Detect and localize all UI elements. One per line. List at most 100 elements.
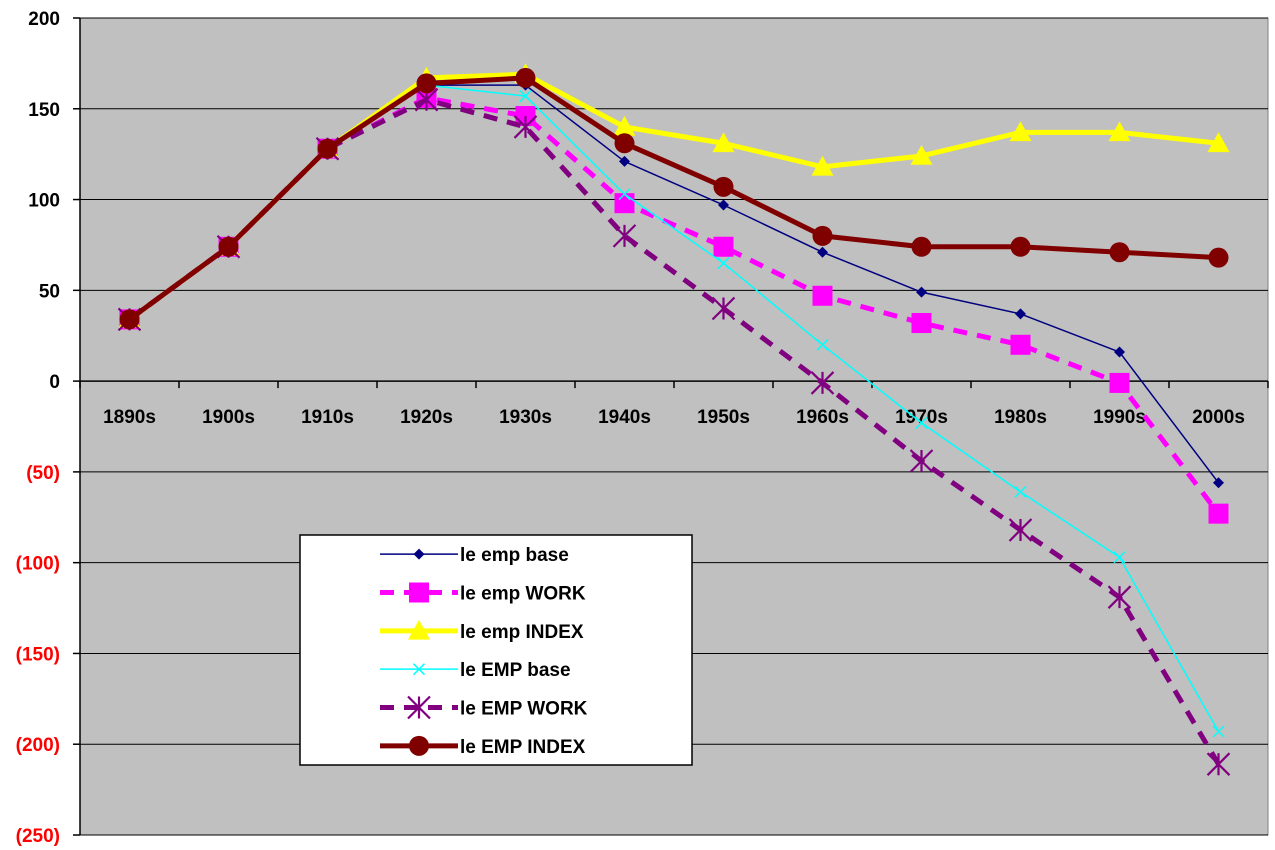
data-point (816, 338, 829, 351)
data-point (1208, 247, 1229, 268)
series-lines (117, 63, 1231, 776)
series-line (128, 95, 1221, 516)
y-tick-label: 100 (28, 191, 60, 212)
legend-entry: le EMP INDEX (380, 735, 586, 758)
legend-label: le EMP base (460, 660, 571, 681)
legend-entry: le EMP WORK (380, 695, 588, 720)
data-point (712, 132, 735, 153)
legend-label: le EMP INDEX (460, 737, 586, 758)
legend-marker (413, 548, 425, 560)
data-point (1107, 585, 1132, 609)
legend-label: le emp WORK (460, 584, 586, 605)
data-point (1010, 334, 1031, 355)
y-tick-label: 150 (28, 100, 60, 121)
data-point (619, 155, 630, 167)
data-point (911, 236, 932, 257)
data-point (812, 285, 833, 306)
data-point (614, 133, 635, 154)
data-point (713, 176, 734, 197)
data-point (1010, 236, 1031, 257)
y-tick-label: (150) (16, 644, 60, 665)
legend: le emp base le emp WORK le emp INDEX le EMP… (299, 534, 693, 766)
legend-label: le emp INDEX (460, 622, 584, 643)
data-point (1212, 725, 1225, 738)
y-tick-label: (100) (16, 554, 60, 575)
x-tick-label: 1950s (697, 407, 750, 428)
x-tick-label: 1980s (994, 407, 1047, 428)
legend-marker (412, 663, 426, 676)
data-point (317, 138, 338, 159)
data-point (1208, 503, 1229, 524)
data-point (1008, 518, 1033, 542)
data-point (817, 246, 828, 258)
legend-entry: le emp WORK (380, 582, 586, 605)
y-tick-label: (200) (16, 735, 60, 756)
x-axis-tick-labels: 1890s 1900s 1910s 1920s 1930s 1940s 1950s 1960s… (103, 407, 1245, 428)
data-point (1108, 121, 1131, 142)
data-point (416, 73, 437, 94)
data-point (1109, 372, 1130, 393)
legend-entry: le EMP base (380, 660, 571, 681)
data-point (711, 296, 736, 321)
axes (73, 17, 1269, 836)
legend-label: le emp base (460, 545, 569, 566)
x-tick-label: 1930s (499, 407, 552, 428)
data-point (614, 193, 635, 214)
data-point (910, 144, 933, 165)
series-line (128, 97, 1221, 766)
legend-entry: le emp base (380, 545, 569, 566)
y-tick-label: (50) (26, 463, 60, 484)
data-point (810, 371, 835, 395)
data-point (713, 236, 734, 257)
x-tick-label: 1900s (202, 407, 255, 428)
legend-entry: le emp INDEX (380, 619, 584, 643)
data-point (811, 155, 834, 176)
x-tick-label: 1990s (1093, 407, 1146, 428)
data-point (911, 313, 932, 334)
series-le-emp-index (119, 67, 1229, 330)
data-point (613, 115, 636, 136)
data-point (1015, 308, 1026, 320)
data-point (717, 257, 730, 270)
legend-label: le EMP WORK (460, 699, 588, 720)
data-point (515, 67, 536, 88)
data-point (718, 199, 729, 211)
x-tick-label: 1940s (598, 407, 651, 428)
data-point (909, 449, 934, 473)
data-point (1009, 121, 1032, 142)
x-tick-label: 1910s (301, 407, 354, 428)
data-point (1114, 346, 1125, 358)
legend-box (299, 534, 693, 766)
data-point (916, 286, 927, 298)
data-point (119, 309, 140, 330)
x-tick-label: 1970s (895, 407, 948, 428)
y-tick-label: (250) (16, 826, 60, 847)
legend-marker (409, 735, 429, 756)
data-point (218, 236, 239, 257)
y-tick-label: 50 (39, 281, 60, 302)
data-point (1113, 551, 1126, 564)
y-axis-tick-labels: 200 150 100 50 0 (50) (100) (150) (200) (250) (16, 9, 60, 847)
data-point (915, 416, 928, 429)
x-tick-label: 1960s (796, 407, 849, 428)
legend-marker (408, 619, 430, 640)
data-point (1109, 242, 1130, 263)
legend-marker (407, 695, 431, 720)
data-point (618, 188, 631, 201)
series-line (128, 75, 1219, 322)
data-point (519, 90, 532, 103)
legend-marker (409, 582, 429, 603)
data-point (1207, 132, 1230, 153)
data-point (612, 224, 637, 248)
y-tick-label: 200 (28, 9, 60, 30)
data-point (1213, 477, 1224, 489)
x-tick-label: 1890s (103, 407, 156, 428)
y-tick-label: 0 (49, 372, 60, 393)
data-point (513, 115, 538, 139)
data-point (1014, 485, 1027, 498)
x-tick-label: 2000s (1192, 407, 1245, 428)
data-point (1206, 752, 1231, 776)
x-tick-label: 1920s (400, 407, 453, 428)
